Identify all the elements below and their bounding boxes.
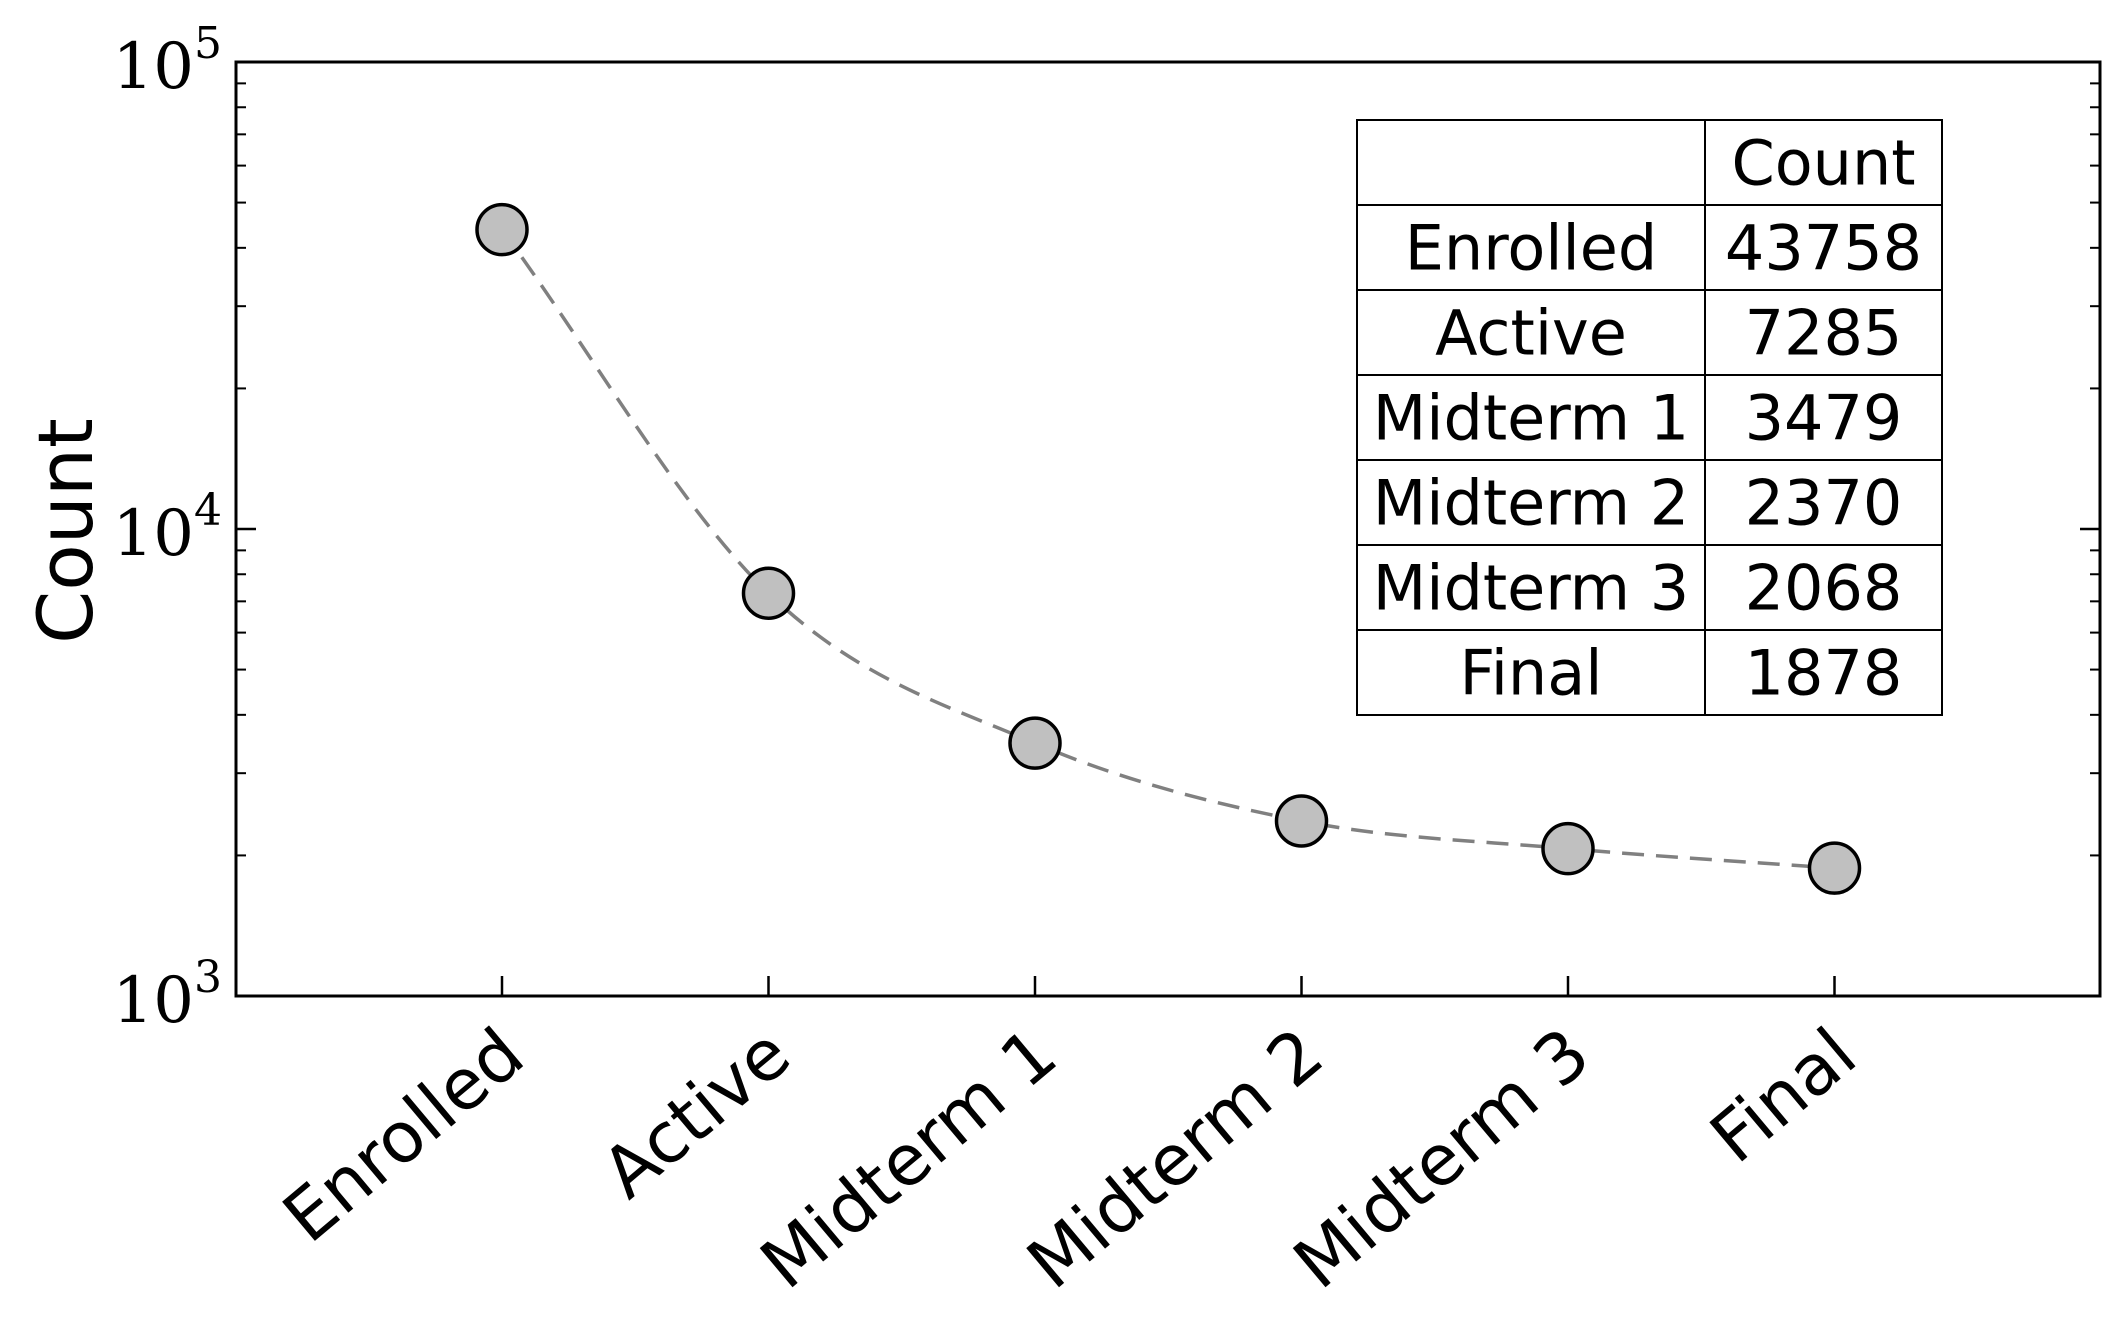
table-border xyxy=(1356,119,1943,716)
table-row-value: 7285 xyxy=(1745,297,1903,370)
data-point-0 xyxy=(475,202,529,257)
plot-frame xyxy=(234,60,2102,998)
y-tick-label: 103 xyxy=(113,952,222,1038)
table-row-label: Midterm 3 xyxy=(1373,552,1689,625)
data-point-5 xyxy=(1807,841,1862,895)
x-tick-label: Midterm 2 xyxy=(1012,1012,1338,1305)
table-row-value: 1878 xyxy=(1745,637,1903,710)
x-tick-label: Enrolled xyxy=(268,1012,539,1258)
data-point-2 xyxy=(1008,716,1062,770)
table-row-value: 2370 xyxy=(1745,467,1903,540)
table-row-label: Midterm 1 xyxy=(1373,382,1689,455)
x-tick-label: Final xyxy=(1695,1012,1871,1179)
table-row-value: 3479 xyxy=(1745,382,1903,455)
y-axis-label: Count xyxy=(21,418,110,644)
y-tick-labels: 103 104 105 xyxy=(113,18,222,1038)
y-tick-label: 104 xyxy=(113,485,222,571)
table-header-cell: Count xyxy=(1731,127,1915,200)
x-tick-label: Midterm 1 xyxy=(745,1012,1071,1305)
table-row-label: Final xyxy=(1460,637,1603,710)
minor-ticks xyxy=(236,82,2100,857)
x-ticks xyxy=(500,976,1836,996)
y-tick-label: 105 xyxy=(113,18,222,104)
data-point-3 xyxy=(1274,794,1329,848)
table-row-value: 2068 xyxy=(1745,552,1903,625)
data-point-1 xyxy=(741,566,796,620)
table-row-label: Active xyxy=(1435,297,1627,370)
data-table: Count Enrolled 43758 Active 7285 Midterm 1 347… xyxy=(1356,119,1943,716)
table-row-label: Enrolled xyxy=(1405,212,1657,285)
data-point-4 xyxy=(1541,821,1595,876)
table-row-value: 43758 xyxy=(1725,212,1922,285)
table-row-label: Midterm 2 xyxy=(1373,467,1689,540)
markers xyxy=(475,202,1862,895)
series-line xyxy=(500,228,1835,870)
x-tick-label: Midterm 3 xyxy=(1278,1012,1604,1305)
x-tick-label: Active xyxy=(587,1012,806,1214)
